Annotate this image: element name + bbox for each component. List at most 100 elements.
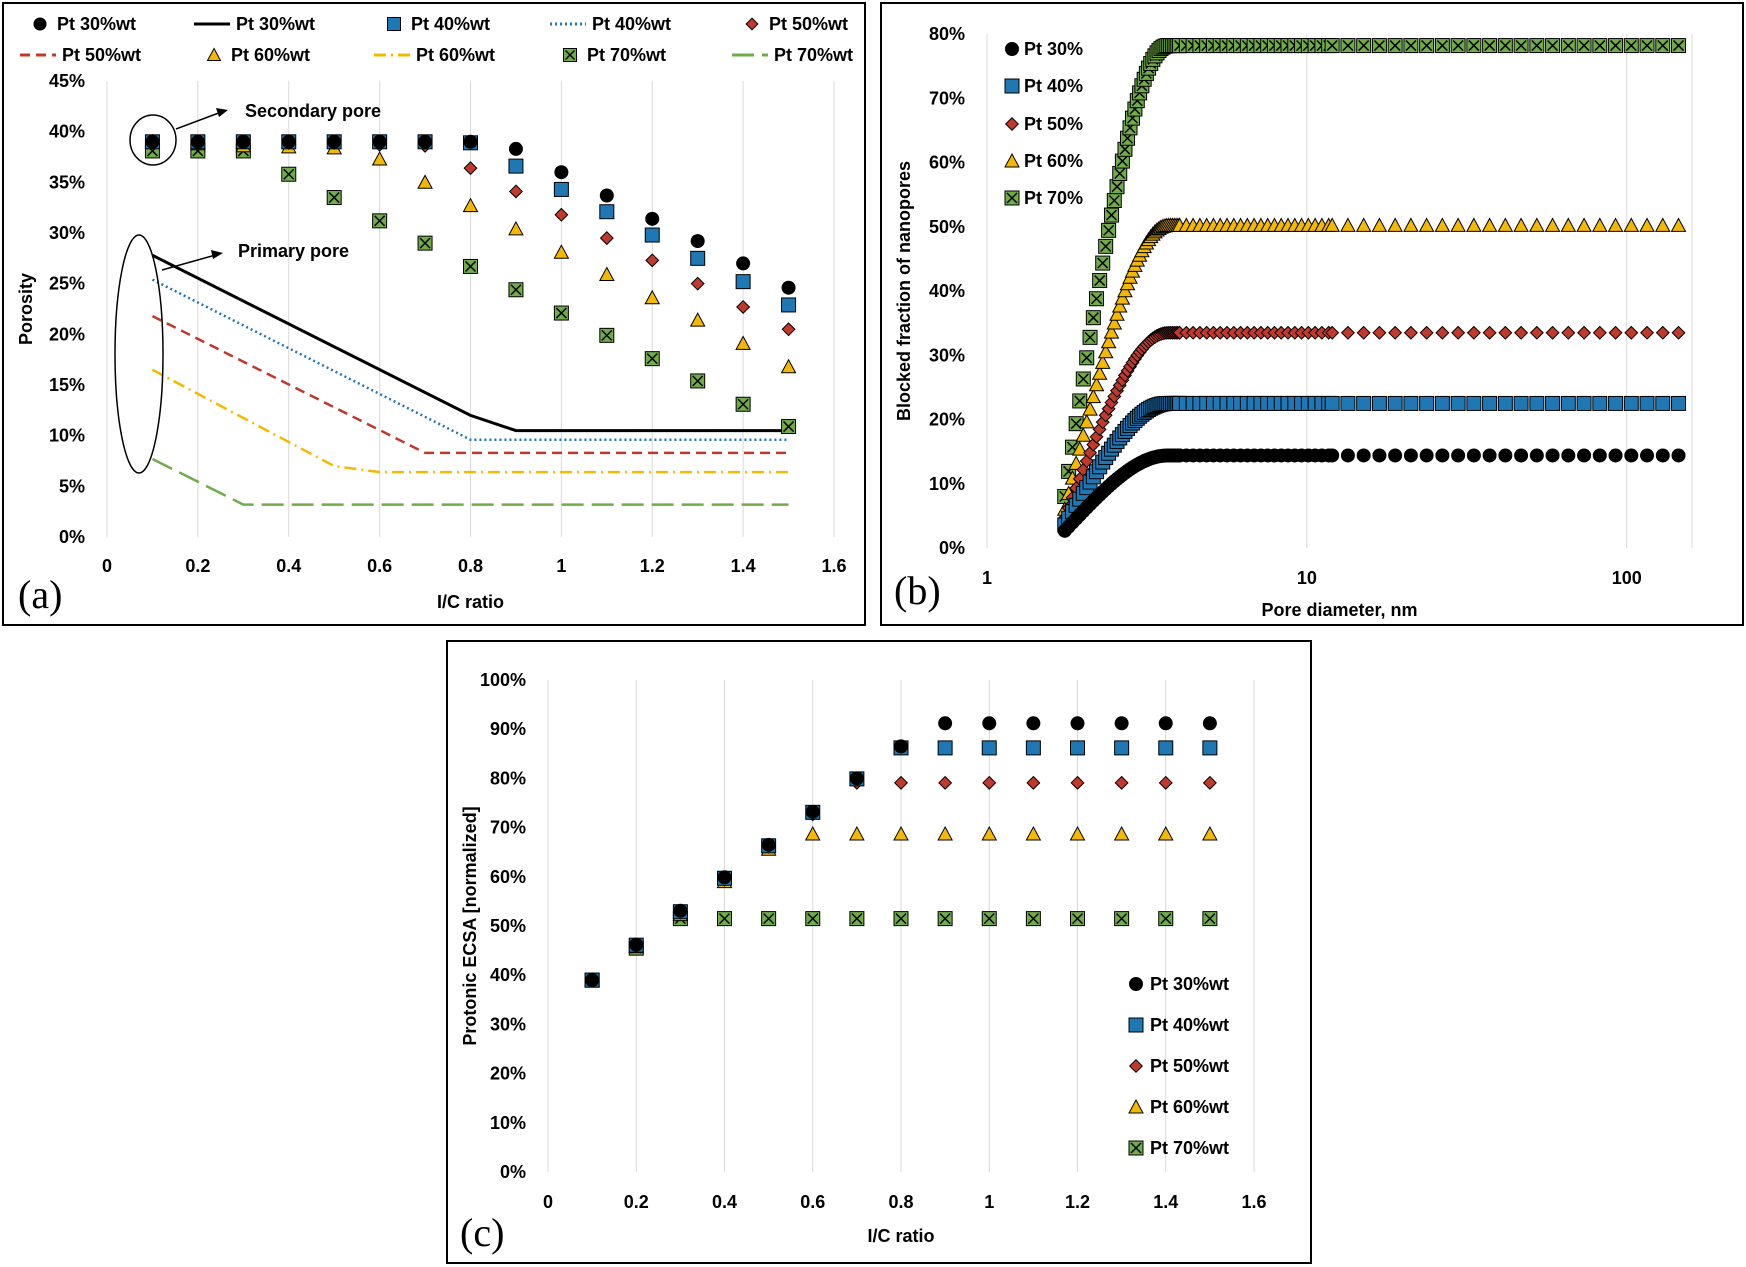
data-point-cross: [1116, 913, 1128, 925]
data-point: [1070, 911, 1085, 927]
data-point: [1325, 448, 1340, 463]
data-point: [1497, 217, 1514, 232]
data-point: [1498, 448, 1513, 463]
data-point: [805, 911, 821, 927]
data-point: [1482, 448, 1497, 463]
data-point: [736, 256, 751, 271]
data-point: [1624, 325, 1639, 340]
data-point: [1113, 825, 1130, 841]
data-point: [1070, 775, 1085, 790]
secondary-pore-ellipse: [129, 114, 177, 166]
data-point: [599, 327, 615, 343]
data-point: [1576, 395, 1592, 411]
data-point: [1466, 448, 1481, 463]
x-tick-label: 1.2: [640, 556, 665, 576]
data-point: [1158, 716, 1173, 731]
chart-a-svg: 0 0.2 0.4 0.6 0.8 1 1.2 1.4 1.6 0% 5% 10% 15% 20% 25% 3…: [16, 14, 853, 617]
series-line: [151, 457, 789, 506]
data-point: [1085, 310, 1101, 326]
data-point: [553, 244, 570, 259]
data-point: [327, 134, 342, 149]
x-tick-label: 0: [102, 556, 112, 576]
y-tick-label: 0%: [59, 527, 85, 547]
data-point: [462, 197, 479, 213]
data-point: [1481, 217, 1498, 232]
data-point: [1025, 911, 1041, 927]
y-tick-label: 90%: [490, 719, 526, 739]
data-point-cross: [555, 307, 567, 319]
data-point: [1529, 325, 1544, 340]
data-point: [1078, 413, 1095, 429]
data-point: [1372, 325, 1387, 340]
data-point: [1419, 448, 1434, 463]
data-point: [1094, 354, 1111, 369]
data-point-cross: [1105, 209, 1118, 221]
data-point: [553, 305, 569, 321]
data-point: [1434, 38, 1450, 54]
y-tick-label: 100%: [480, 670, 526, 690]
data-point: [1577, 448, 1592, 463]
y-tick-label: 0%: [939, 538, 965, 558]
y-tick-label: 45%: [49, 71, 85, 91]
data-point: [463, 258, 478, 274]
legend-label: Pt 60%wt: [1150, 1097, 1229, 1117]
data-point: [1356, 325, 1371, 340]
data-point: [781, 297, 797, 313]
legend-label: Pt 60%wt: [231, 45, 310, 65]
data-point-cross: [939, 913, 951, 925]
data-point: [1340, 325, 1355, 340]
data-point: [1608, 448, 1623, 463]
data-point-cross: [328, 192, 340, 204]
data-point-cross: [1074, 395, 1086, 407]
x-tick-label: 0.2: [185, 556, 210, 576]
data-point: [981, 911, 997, 927]
series-line: [151, 368, 789, 474]
data-point-cross: [718, 913, 731, 925]
data-point: [1450, 395, 1466, 411]
annotation-primary-pore: Primary pore: [238, 241, 349, 261]
legend-marker: [1005, 42, 1019, 56]
data-point: [645, 211, 660, 226]
data-point: [982, 716, 997, 731]
legend-label: Pt 60%wt: [416, 45, 495, 65]
legend-label: Pt 40%wt: [1150, 1015, 1229, 1035]
data-point: [937, 911, 953, 927]
chart-panel-c: 0 0.2 0.4 0.6 0.8 1 1.2 1.4 1.6 0% 10% 20% 30% 40% 50%…: [446, 640, 1312, 1264]
data-point: [1114, 716, 1129, 731]
data-point: [508, 158, 524, 174]
data-point: [1451, 448, 1466, 463]
chart-panel-a: 0 0.2 0.4 0.6 0.8 1 1.2 1.4 1.6 0% 5% 10% 15% 20% 25% 3…: [2, 2, 866, 626]
data-point: [1434, 217, 1451, 232]
legend-marker: [387, 17, 401, 31]
data-point: [1497, 395, 1513, 411]
data-point: [690, 250, 706, 266]
data-point: [1498, 325, 1513, 340]
legend-label: Pt 70%wt: [587, 45, 666, 65]
data-point: [1435, 325, 1450, 340]
data-point: [1085, 388, 1102, 404]
legend-label: Pt 70%wt: [1150, 1138, 1229, 1158]
data-point: [585, 973, 600, 988]
data-point-cross: [1421, 40, 1433, 52]
y-tick-label: 30%: [490, 1014, 526, 1034]
data-point: [673, 903, 688, 918]
data-point-cross: [1562, 40, 1574, 52]
data-point: [849, 911, 865, 927]
y-tick-label: 20%: [929, 410, 965, 430]
data-point: [735, 335, 751, 350]
data-point: [761, 911, 777, 927]
data-point: [1560, 395, 1576, 411]
y-tick-label: 40%: [490, 965, 526, 985]
x-tick-label: 100: [1612, 568, 1642, 588]
data-point: [981, 825, 998, 841]
panel-label-c: (c): [460, 1210, 504, 1255]
data-point: [1371, 217, 1388, 232]
data-point: [1158, 740, 1174, 756]
legend-marker: [1128, 1098, 1144, 1114]
y-tick-label: 20%: [490, 1064, 526, 1084]
data-point: [1640, 325, 1655, 340]
data-point: [236, 134, 251, 149]
legend-marker-cross: [564, 49, 576, 61]
data-point: [937, 740, 953, 756]
data-point: [554, 207, 569, 222]
